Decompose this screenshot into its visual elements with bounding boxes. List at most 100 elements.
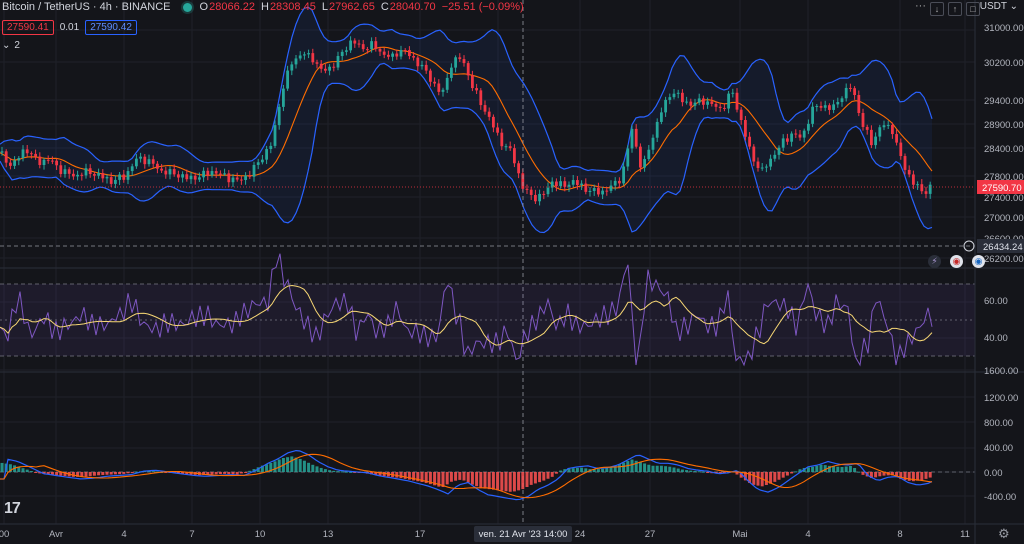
- quote-boxes: 27590.41 0.01 27590.42: [2, 20, 137, 35]
- candle-body: [492, 116, 495, 128]
- macd-histogram-bar: [697, 471, 701, 473]
- us-flag-event-icon-2[interactable]: ◉: [972, 255, 985, 268]
- macd-histogram-bar: [596, 469, 600, 472]
- macd-histogram-bar: [575, 467, 579, 472]
- macd-histogram-bar: [722, 472, 726, 473]
- arrow-up-icon[interactable]: ↑: [948, 2, 962, 16]
- bollinger-upper-line: [0, 6, 933, 173]
- macd-histogram-bar: [122, 472, 126, 474]
- candle-body: [849, 87, 852, 89]
- candle-body: [513, 148, 516, 164]
- macd-histogram-bar: [164, 472, 168, 473]
- candle-body: [630, 128, 634, 149]
- candle-body: [189, 175, 193, 180]
- candle-body: [395, 53, 399, 57]
- macd-histogram-bar: [529, 472, 533, 485]
- macd-histogram-bar: [29, 471, 33, 473]
- ask-button[interactable]: 27590.42: [85, 20, 137, 35]
- macd-histogram-bar: [336, 471, 340, 473]
- candle-body: [550, 181, 554, 188]
- macd-histogram-bar: [71, 472, 75, 477]
- candle-body: [433, 81, 436, 84]
- candle-body: [282, 88, 285, 107]
- candle-body: [483, 105, 487, 112]
- candle-body: [164, 170, 168, 175]
- candle-body: [55, 160, 58, 166]
- candle-body: [429, 70, 432, 82]
- more-icon[interactable]: ···: [915, 0, 926, 12]
- macd-histogram-bar: [118, 472, 122, 475]
- candle-body: [777, 147, 781, 155]
- candle-body: [588, 190, 592, 192]
- close-label: C: [380, 1, 389, 13]
- macd-histogram-bar: [260, 465, 264, 472]
- candle-body: [269, 145, 273, 150]
- symbol-legend[interactable]: Bitcoin / TetherUS · 4h · BINANCE O 28066…: [2, 1, 530, 13]
- candle-body: [504, 146, 508, 148]
- candle-body: [660, 112, 663, 122]
- macd-histogram-bar: [559, 470, 563, 472]
- macd-histogram-bar: [785, 472, 789, 476]
- candle-body: [357, 43, 361, 45]
- candle-body: [525, 188, 529, 190]
- candle-body: [416, 57, 420, 67]
- macd-histogram-bar: [378, 472, 382, 476]
- macd-histogram-bar: [101, 472, 105, 475]
- settings-gear-icon[interactable]: ⚙: [998, 526, 1010, 541]
- macd-histogram-bar: [92, 472, 96, 476]
- macd-histogram-bar: [651, 465, 655, 472]
- candle-body: [126, 171, 130, 180]
- macd-histogram-bar: [353, 472, 357, 473]
- candle-body: [765, 166, 768, 168]
- currency-selector[interactable]: USDT ⌄: [979, 1, 1018, 12]
- bid-button[interactable]: 27590.41: [2, 20, 54, 35]
- candle-body: [38, 156, 42, 166]
- macd-histogram-bar: [500, 472, 504, 491]
- macd-histogram-bar: [748, 472, 752, 483]
- macd-histogram-bar: [567, 468, 571, 472]
- macd-histogram-bar: [643, 463, 647, 472]
- candle-body: [781, 138, 785, 148]
- macd-histogram-bar: [130, 472, 134, 473]
- time-tick-label: 7: [189, 529, 194, 540]
- candle-body: [538, 193, 541, 202]
- macd-histogram-bar: [483, 472, 487, 489]
- candle-body: [361, 44, 365, 50]
- candle-body: [51, 160, 54, 162]
- us-flag-event-icon[interactable]: ◉: [950, 255, 963, 268]
- candle-body: [172, 169, 176, 175]
- macd-histogram-bar: [239, 472, 243, 474]
- candle-body: [865, 126, 869, 130]
- candle-body: [441, 89, 445, 92]
- lightning-event-icon[interactable]: ⚡: [928, 255, 941, 268]
- symbol-title[interactable]: Bitcoin / TetherUS · 4h · BINANCE: [2, 1, 171, 13]
- candle-body: [521, 173, 525, 189]
- macd-histogram-bar: [437, 472, 441, 487]
- macd-histogram-bar: [613, 465, 617, 472]
- macd-histogram-bar: [668, 466, 672, 472]
- time-tick-label: 24: [575, 529, 586, 540]
- macd-histogram-bar: [517, 472, 521, 491]
- maximize-icon[interactable]: □: [966, 2, 980, 16]
- candle-body: [647, 149, 651, 160]
- macd-histogram-bar: [126, 472, 130, 474]
- price-tick-label: 29400.00: [984, 96, 1024, 107]
- macd-histogram-bar: [307, 462, 311, 472]
- macd-histogram-bar: [655, 465, 659, 472]
- candle-body: [823, 105, 827, 108]
- crosshair-time-badge: [474, 526, 572, 542]
- candle-body: [508, 146, 512, 149]
- candle-body: [303, 54, 306, 56]
- candle-body: [693, 102, 697, 106]
- macd-histogram-bar: [533, 472, 537, 484]
- candle-body: [487, 111, 491, 117]
- tradingview-logo-icon[interactable]: 17: [4, 500, 21, 517]
- macd-histogram-bar: [756, 472, 760, 486]
- macd-histogram-bar: [815, 465, 819, 472]
- candle-body: [319, 63, 323, 69]
- last-price-badge: [977, 179, 1024, 194]
- candle-body: [408, 50, 411, 57]
- indicators-toggle[interactable]: ⌄ 2: [2, 40, 20, 51]
- arrow-down-icon[interactable]: ↓: [930, 2, 944, 16]
